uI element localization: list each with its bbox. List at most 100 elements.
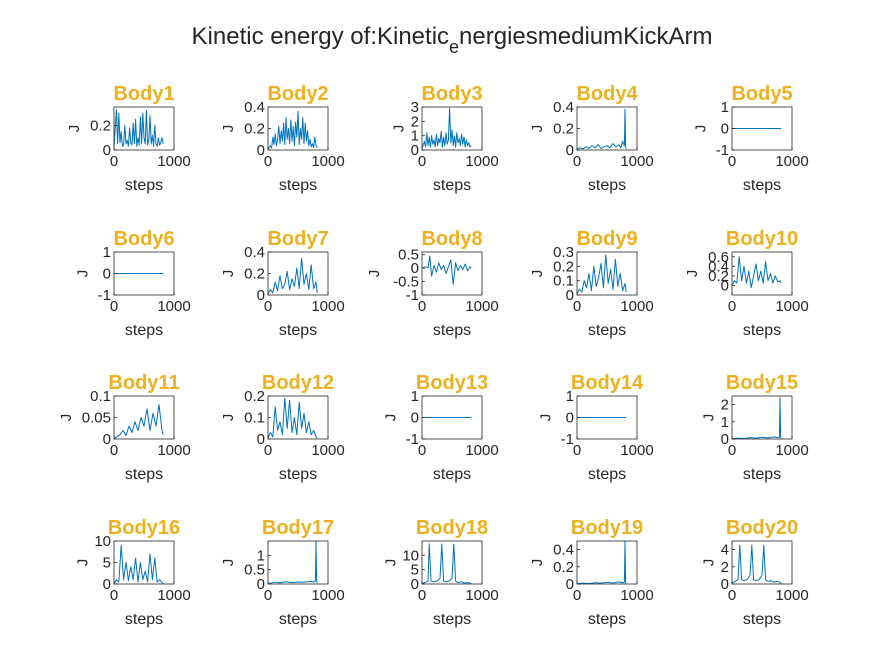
panel-title: Body14 [571,372,644,394]
y-tick-label: 2 [721,397,729,414]
y-tick-label: 0.3 [553,244,574,261]
panel-title: Body12 [262,372,334,394]
y-tick-label: 1 [411,128,419,145]
y-tick-label: 0.2 [553,559,574,576]
y-axis-label: J [684,270,701,278]
x-tick-label: 1000 [311,153,344,170]
x-axis-label: steps [588,177,626,194]
y-tick-label: 0 [411,142,419,159]
y-tick-label: -1 [716,142,729,159]
y-axis-label: J [692,125,709,133]
y-axis-label: J [220,125,237,133]
axes-box [113,106,175,151]
x-tick-label: 0 [573,153,581,170]
y-tick-label: 1 [721,414,729,431]
y-tick-label: 1 [721,99,729,116]
y-tick-label: 0.4 [553,99,574,116]
panel-title: Body11 [108,372,179,394]
data-line-body7 [267,257,318,295]
axes-box [576,251,638,296]
x-tick-label: 1000 [311,587,344,604]
y-axis-label: J [220,559,237,567]
panel-title: Body7 [267,228,328,250]
x-axis-label: steps [433,466,471,483]
y-tick-label: 0.2 [553,258,574,275]
y-tick-label: 0 [721,431,729,448]
axes-background [422,107,482,150]
panel-title: Body9 [576,228,637,250]
y-tick-label: 0 [411,410,419,427]
panel-title: Body16 [108,517,180,539]
y-axis-label: J [382,414,399,422]
y-tick-label: 0.2 [244,266,265,283]
x-axis-label: steps [433,177,471,194]
y-tick-label: 0.2 [244,121,265,138]
data-line-body16 [113,544,164,584]
x-axis-label: steps [433,611,471,628]
y-axis-label: J [537,414,554,422]
axes-box [267,540,329,585]
x-tick-label: 1000 [620,442,653,459]
x-tick-label: 0 [110,298,118,315]
x-tick-label: 0 [573,587,581,604]
y-tick-label: -1 [406,287,419,304]
y-tick-label: 0.1 [553,273,574,290]
x-axis-label: steps [279,466,317,483]
y-tick-label: 0.1 [90,388,111,405]
figure-title-subscript: e [449,37,459,57]
y-axis-label: J [529,125,546,133]
axes-background [577,107,637,150]
y-tick-label: 0.4 [708,258,729,275]
axes-background [268,541,328,584]
x-tick-label: 0 [264,298,272,315]
y-tick-label: 0 [257,576,265,593]
panel-title: Body5 [731,83,792,105]
y-tick-label: 2 [411,113,419,130]
y-axis-label: J [74,270,91,278]
axes-background [732,541,792,584]
x-tick-label: 1000 [465,587,498,604]
y-axis-label: J [220,270,237,278]
y-axis-label: J [529,270,546,278]
x-tick-label: 0 [418,153,426,170]
y-axis-label: J [382,559,399,567]
x-tick-label: 1000 [775,298,808,315]
y-axis-label: J [58,414,75,422]
data-line-body8 [421,255,472,285]
y-tick-label: 1 [257,547,265,564]
panel-title: Body2 [267,83,328,105]
x-axis-label: steps [743,322,781,339]
y-tick-label: 0.5 [244,562,265,579]
x-tick-label: 1000 [157,153,190,170]
y-axis-label: J [529,559,546,567]
y-tick-label: 0.1 [244,410,265,427]
x-tick-label: 0 [728,442,736,459]
y-tick-label: 0 [103,431,111,448]
x-tick-label: 1000 [157,442,190,459]
x-axis-label: steps [743,611,781,628]
data-line-body1 [113,109,164,148]
y-tick-label: 0 [103,266,111,283]
y-tick-label: 0 [566,142,574,159]
y-tick-label: 4 [721,542,729,559]
y-axis-label: J [74,559,91,567]
panel-title: Body8 [421,228,482,250]
x-axis-label: steps [279,322,317,339]
x-tick-label: 1000 [620,153,653,170]
y-axis-label: J [701,414,718,422]
x-tick-label: 0 [264,442,272,459]
axes-box [576,540,638,585]
x-tick-label: 1000 [465,298,498,315]
x-tick-label: 1000 [311,298,344,315]
